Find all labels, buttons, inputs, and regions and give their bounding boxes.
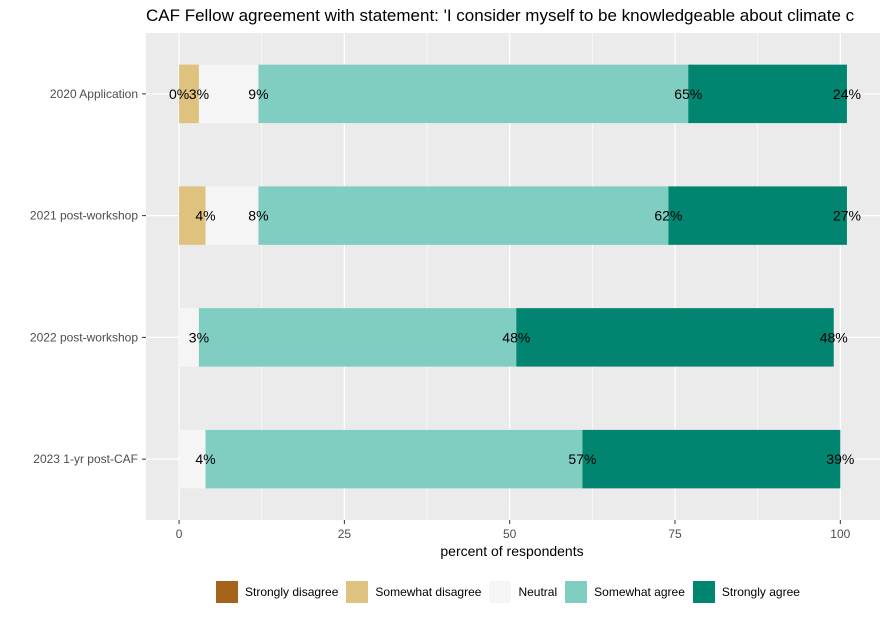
legend-item: Somewhat agree [565,581,685,603]
legend-label: Somewhat disagree [375,585,482,599]
x-tick-label: 0 [176,527,183,541]
data-label: 9% [248,86,268,102]
legend-key [489,581,512,603]
legend-key [565,581,588,603]
bar-segment [516,308,834,367]
data-label: 3% [189,86,209,102]
category-label: 2023 1-yr post-CAF [33,452,138,466]
x-tick-label: 50 [503,527,517,541]
bar-segment [179,186,206,245]
data-label: 3% [189,329,209,345]
x-tick-label: 25 [338,527,352,541]
data-label: 65% [674,86,702,102]
data-label: 48% [820,329,848,345]
chart-title: CAF Fellow agreement with statement: 'I … [146,6,855,25]
legend-key [216,581,238,603]
legend-item: Strongly agree [692,581,800,603]
data-label: 4% [195,451,215,467]
legend-label: Somewhat agree [594,585,685,599]
bar-segment [258,64,689,124]
data-label: 57% [568,451,596,467]
x-tick-label: 100 [830,527,850,541]
legend-key [692,581,715,603]
legend-label: Strongly disagree [245,585,339,599]
bar-segment [582,429,841,489]
legend-item: Neutral [489,581,557,603]
data-label: 8% [248,208,268,224]
bar-segment [179,308,199,367]
bar-segment [205,186,259,245]
bar-segment [179,64,199,124]
data-label: 62% [654,208,682,224]
legend-label: Strongly agree [721,585,800,599]
data-label: 0% [169,86,189,102]
legend-label: Neutral [518,585,558,599]
category-label: 2020 Application [50,87,138,101]
bar-segment [198,64,259,124]
bar-segment [258,186,669,245]
bar-segment [179,429,206,489]
bar-segment [198,308,517,367]
data-label: 39% [826,451,854,467]
legend-key [346,581,369,603]
data-label: 48% [502,329,530,345]
data-label: 24% [833,86,861,102]
x-tick-label: 75 [668,527,682,541]
bar-segment [688,64,847,124]
legend-item: Somewhat disagree [346,581,481,603]
category-label: 2022 post-workshop [30,330,138,344]
category-label: 2021 post-workshop [30,209,138,223]
data-label: 4% [195,208,215,224]
x-axis-title: percent of respondents [440,543,583,559]
legend-item: Strongly disagree [216,581,338,603]
bar-segment [205,429,583,489]
data-label: 27% [833,208,861,224]
bar-segment [668,186,847,245]
legend: Strongly disagree Somewhat disagree Neutra… [216,581,808,603]
